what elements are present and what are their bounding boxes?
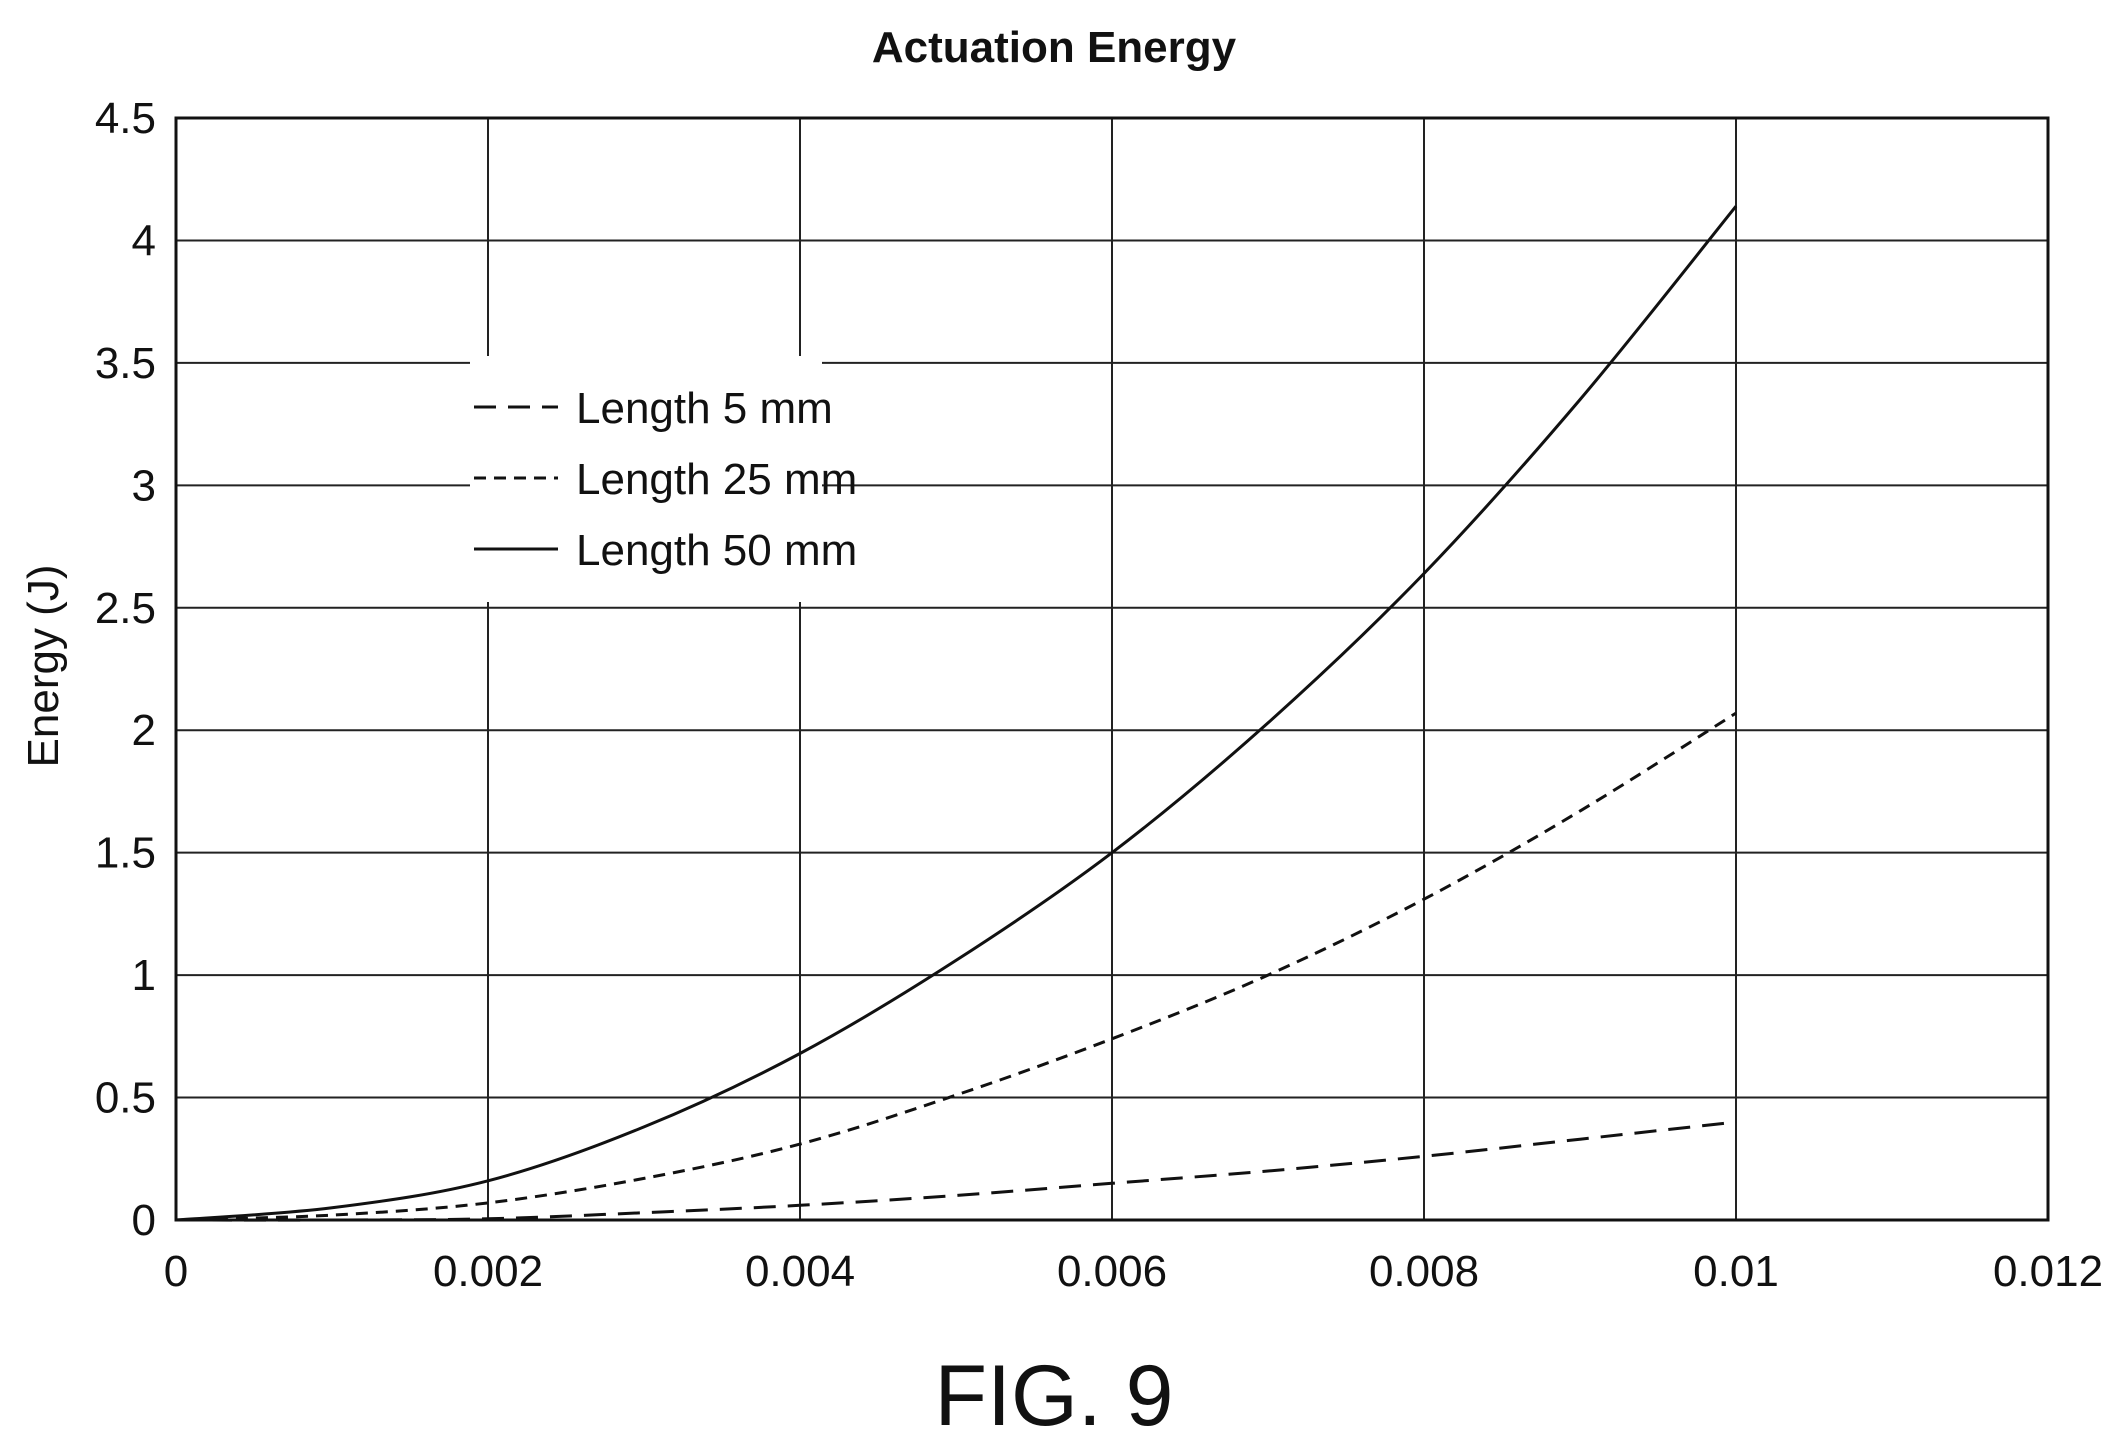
plot-frame [174,116,2050,1222]
series-line-1 [175,1120,1737,1222]
y-tick-labels: 0 0.5 1 1.5 2 2.5 3 3.5 4 4.5 [95,94,156,1245]
x-tick-label: 0.012 [1993,1247,2103,1296]
legend-label-50mm: Length 50 mm [576,526,857,575]
y-tick-label: 2.5 [95,584,156,633]
y-tick-label: 2 [132,706,156,755]
x-tick-label: 0.008 [1369,1247,1479,1296]
y-tick-label: 4.5 [95,94,156,143]
y-tick-label: 3 [132,461,156,510]
x-tick-labels: 0 0.002 0.004 0.006 0.008 0.01 0.012 [164,1247,2103,1296]
y-tick-label: 1 [132,951,156,1000]
series-lines [175,205,1738,1222]
series-line-3 [175,205,1738,1222]
figure-label: FIG. 9 [935,1348,1174,1444]
legend-box [470,356,822,602]
x-tick-label: 0.006 [1057,1247,1167,1296]
y-tick-label: 3.5 [95,339,156,388]
y-tick-label: 4 [132,216,156,265]
x-tick-label: 0.002 [433,1247,543,1296]
y-tick-label: 0 [132,1196,156,1245]
x-tick-label: 0.01 [1693,1247,1779,1296]
y-axis-label: Energy (J) [19,565,68,768]
gridlines [175,117,2049,1221]
y-tick-label: 1.5 [95,829,156,878]
y-tick-label: 0.5 [95,1074,156,1123]
x-tick-label: 0 [164,1247,188,1296]
legend-label-5mm: Length 5 mm [576,384,833,433]
chart-title: Actuation Energy [872,23,1237,72]
series-line-2 [175,711,1737,1222]
legend-label-25mm: Length 25 mm [576,455,857,504]
legend: Length 5 mm Length 25 mm Length 50 mm [470,356,857,602]
x-tick-label: 0.004 [745,1247,855,1296]
